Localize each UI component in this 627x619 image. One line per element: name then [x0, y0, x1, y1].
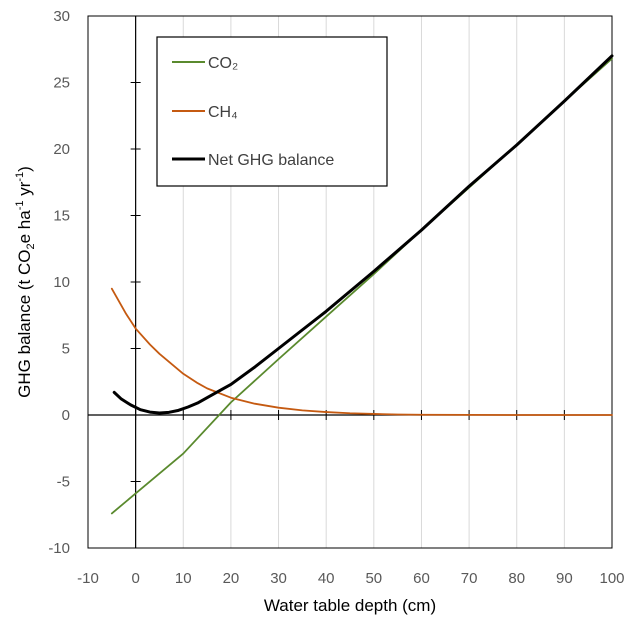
- x-tick-label: 100: [599, 570, 624, 587]
- x-tick-label: 40: [318, 570, 335, 587]
- y-tick-label: 5: [62, 341, 70, 358]
- y-title-mid2: yr: [15, 181, 34, 200]
- x-tick-labels: -10 0 10 20 30 40 50 60 70 80 90 100: [77, 570, 624, 587]
- x-tick-label: 90: [556, 570, 573, 587]
- y-tick-label: 25: [53, 75, 70, 92]
- y-title-main: GHG balance (t CO: [15, 250, 34, 398]
- legend-label-ch4: CH₄: [208, 104, 238, 121]
- y-tick-label: -5: [57, 474, 70, 491]
- legend-label-co2: CO₂: [208, 55, 238, 72]
- y-title-sup1: -1: [14, 201, 26, 211]
- x-tick-label: 60: [413, 570, 430, 587]
- legend-label-net: Net GHG balance: [208, 152, 334, 169]
- y-tick-label: 20: [53, 141, 70, 158]
- x-tick-label: 70: [461, 570, 478, 587]
- x-tick-label: 30: [270, 570, 287, 587]
- y-tick-label: 10: [53, 274, 70, 291]
- x-axis-title: Water table depth (cm): [264, 596, 436, 615]
- x-tick-label: 20: [223, 570, 240, 587]
- x-tick-label: 10: [175, 570, 192, 587]
- series-line-net-ghg: [112, 54, 614, 415]
- y-axis-title: GHG balance (t CO2e ha-1 yr-1): [14, 166, 37, 398]
- x-tick-label: 0: [131, 570, 139, 587]
- legend: CO₂ CH₄ Net GHG balance: [156, 36, 388, 187]
- series-group: [110, 54, 614, 515]
- series-line-ch4: [110, 287, 613, 416]
- x-tick-label: -10: [77, 570, 99, 587]
- y-title-mid: e ha: [15, 210, 34, 244]
- y-tick-labels: -10 -5 0 5 10 15 20 25 30: [48, 8, 70, 557]
- y-tick-label: 0: [62, 407, 70, 424]
- y-title-sub: 2: [25, 243, 37, 249]
- y-tick-label: -10: [48, 540, 70, 557]
- y-tick-label: 30: [53, 8, 70, 25]
- x-tick-label: 50: [365, 570, 382, 587]
- y-tick-label: 15: [53, 208, 70, 225]
- y-title-end: ): [15, 166, 34, 172]
- x-tick-label: 80: [508, 570, 525, 587]
- y-title-sup2: -1: [14, 172, 26, 182]
- plot-frame: [87, 15, 613, 549]
